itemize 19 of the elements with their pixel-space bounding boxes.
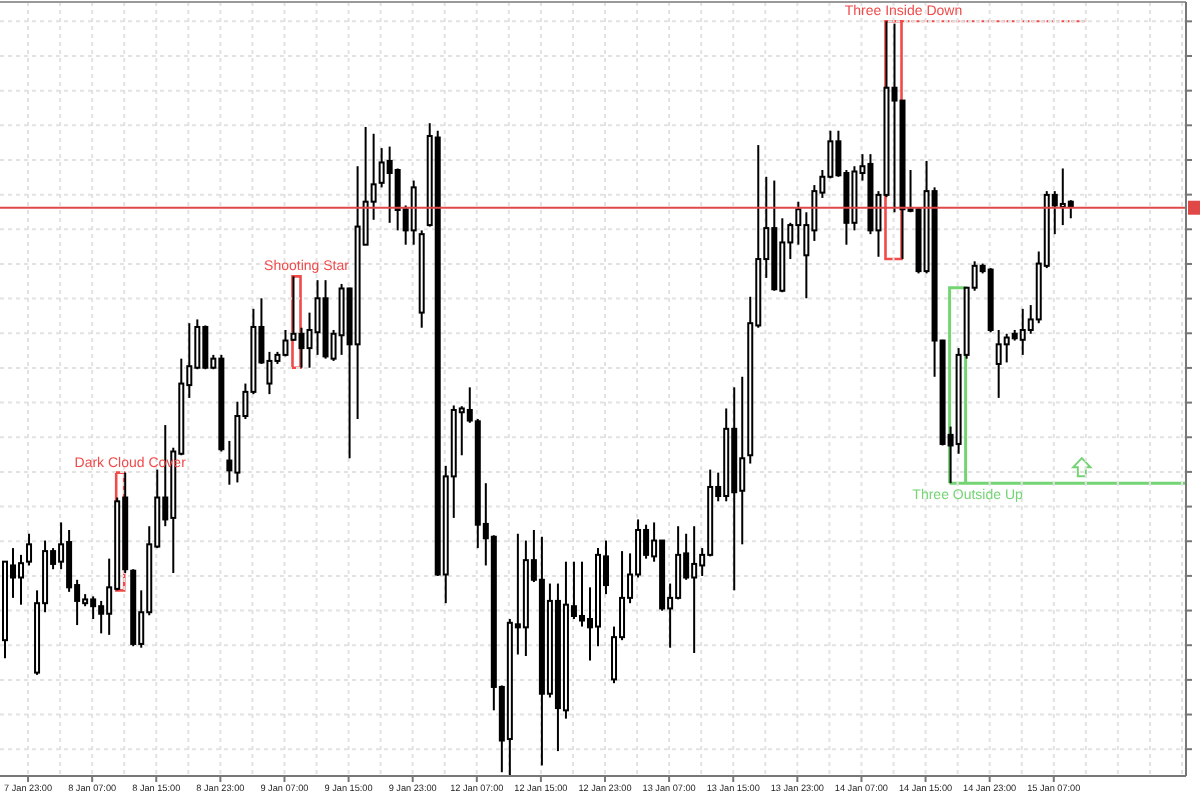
candlestick	[202, 324, 209, 371]
candlestick	[891, 22, 898, 214]
candlestick	[995, 328, 1002, 399]
candlestick	[386, 145, 393, 224]
candlestick	[675, 525, 682, 601]
candlestick	[1003, 332, 1010, 364]
candlestick	[691, 525, 698, 654]
candlestick	[338, 282, 345, 356]
candlestick	[578, 560, 585, 628]
candlestick	[1059, 167, 1066, 227]
candlestick	[1019, 307, 1026, 356]
candlestick	[282, 328, 289, 358]
candlestick	[394, 167, 401, 232]
candlestick	[298, 326, 305, 369]
candlestick	[410, 179, 417, 246]
candlestick	[90, 595, 97, 621]
candlestick	[1067, 199, 1074, 220]
candlestick	[739, 375, 746, 546]
candlestick	[314, 279, 321, 356]
